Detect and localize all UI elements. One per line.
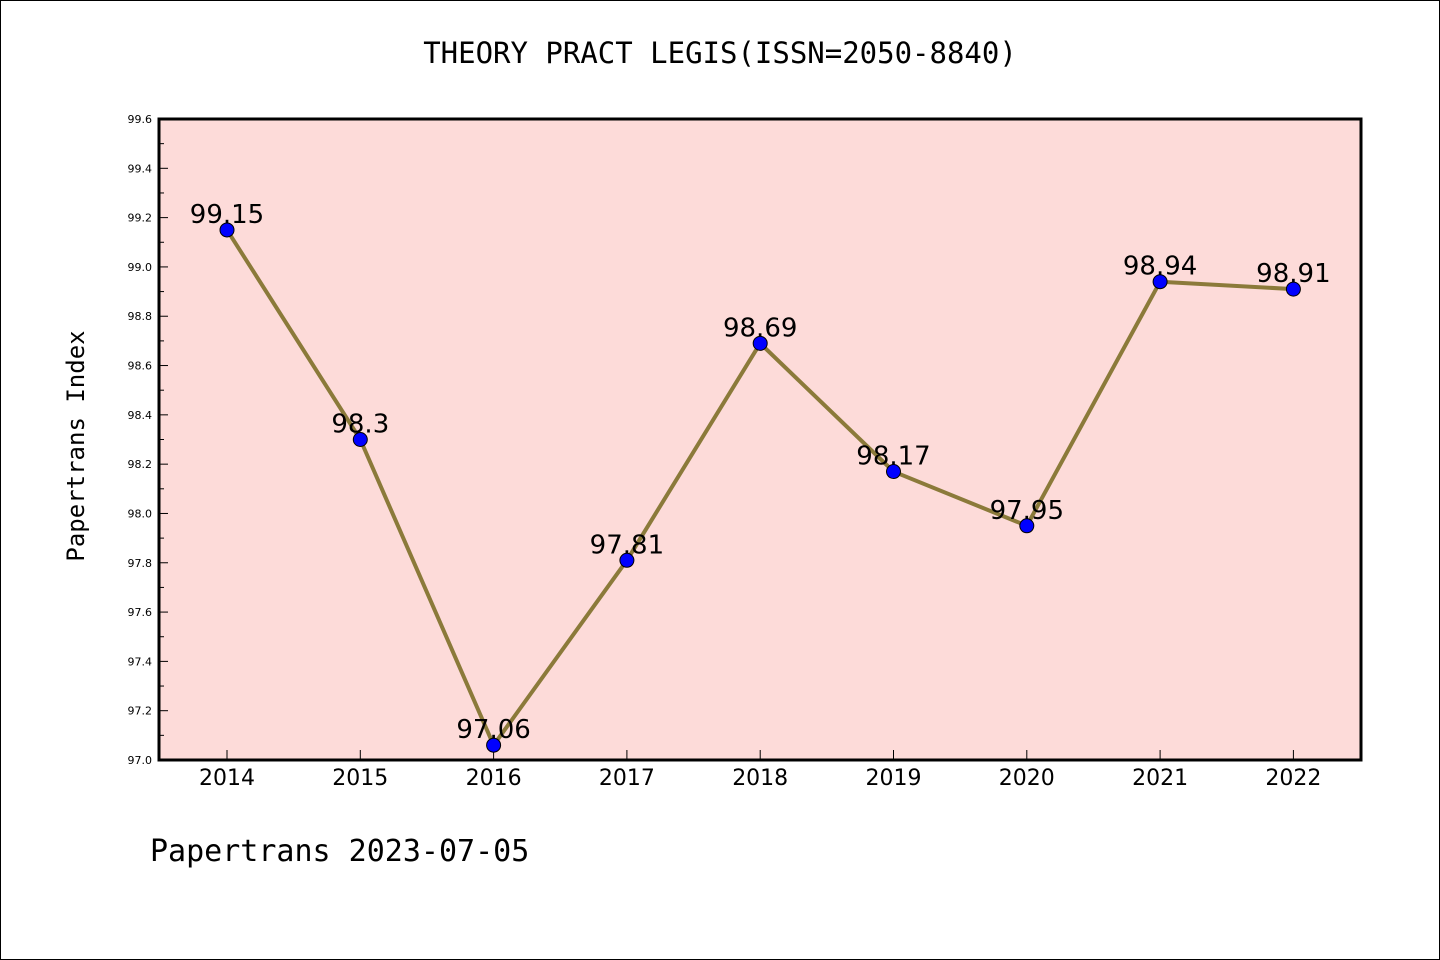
y-tick-label: 98.4 [128,409,153,422]
data-label: 97.95 [990,496,1064,526]
y-tick-label: 97.4 [128,655,153,668]
data-point [619,552,635,568]
data-point [886,464,901,480]
y-tick-label: 98.2 [128,458,153,471]
data-point [1152,274,1168,290]
y-tick-label: 97.8 [128,557,153,570]
y-tick-label: 98.6 [128,360,153,373]
x-axis: 2014 2015 2016 2017 2018 2019 2020 2021 2022 [199,750,1321,791]
data-label: 98.91 [1256,259,1330,289]
data-label: 98.17 [856,442,930,472]
x-tick-label: 2022 [1265,766,1321,791]
y-tick-label: 99.0 [128,261,153,274]
x-tick-label: 2019 [866,766,922,791]
y-tick-label: 97.0 [128,754,153,767]
data-point [752,335,768,351]
x-tick-label: 2018 [732,766,788,791]
data-label: 97.81 [590,530,664,560]
data-point [219,222,235,238]
chart-title: THEORY PRACT LEGIS(ISSN=2050-8840) [423,36,1017,70]
data-points [219,222,1301,753]
y-tick-label: 99.6 [128,113,153,126]
x-tick-label: 2014 [199,766,255,791]
y-tick-label: 98.0 [128,507,153,520]
plot-border [157,117,1363,762]
data-label: 98.69 [723,313,797,343]
data-point [486,737,502,753]
data-point [1019,518,1035,534]
x-tick-label: 2021 [1132,766,1188,791]
x-tick-label: 2020 [999,766,1055,791]
data-labels: 99.15 98.3 97.06 97.81 98.69 98.17 97.95 98.94 9… [190,200,1331,745]
y-tick-label: 97.2 [128,705,153,718]
data-point [352,432,368,447]
footer-note: Papertrans 2023-07-05 [150,834,530,869]
y-tick-label: 98.8 [128,310,153,323]
y-tick-label: 99.4 [128,162,153,175]
x-tick-label: 2015 [332,766,388,791]
data-point [1285,281,1301,297]
y-tick-label: 99.2 [128,212,153,225]
x-tick-label: 2016 [466,766,522,791]
data-label: 98.94 [1123,252,1197,282]
data-label: 97.06 [456,715,530,745]
data-label: 99.15 [190,200,264,230]
data-label: 98.3 [331,410,389,440]
x-tick-label: 2017 [599,766,655,791]
y-tick-label: 97.6 [128,606,153,619]
plot-area [159,119,1361,760]
